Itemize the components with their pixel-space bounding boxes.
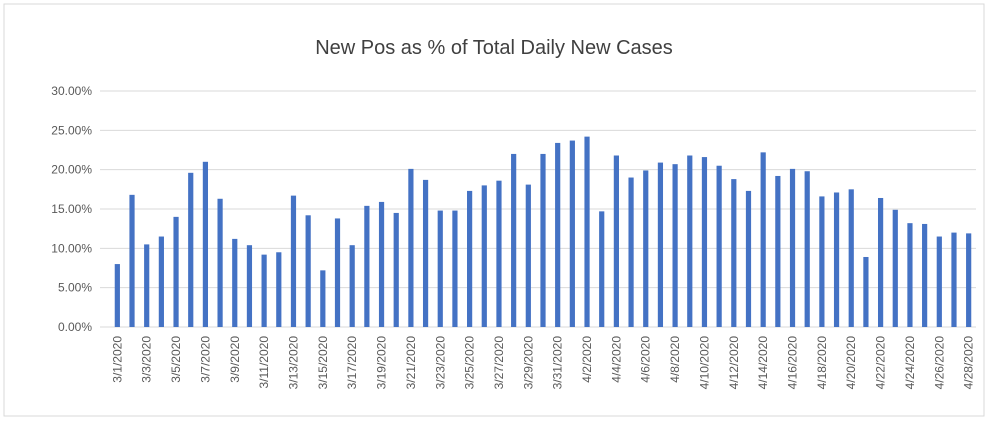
x-tick-label: 3/25/2020 (463, 336, 477, 390)
bar (701, 157, 708, 327)
bar (158, 236, 164, 327)
bar (951, 232, 957, 327)
x-tick-label: 4/10/2020 (697, 336, 711, 390)
bar (334, 218, 341, 327)
x-tick-label: 4/18/2020 (815, 336, 829, 390)
bar (599, 211, 605, 327)
bar (467, 190, 473, 327)
x-tick-label: 3/9/2020 (228, 336, 242, 383)
x-tick-label: 4/6/2020 (639, 336, 653, 383)
bar (525, 184, 531, 327)
x-tick-label: 3/19/2020 (375, 336, 389, 390)
x-tick-label: 4/22/2020 (874, 336, 888, 390)
x-tick-label: 4/16/2020 (786, 336, 800, 390)
bar (922, 223, 928, 327)
bar (173, 216, 179, 327)
x-tick-label: 4/26/2020 (932, 336, 946, 390)
y-tick-label: 15.00% (51, 202, 92, 216)
x-tick-label: 4/12/2020 (727, 336, 741, 390)
bar (232, 238, 238, 327)
x-tick-label: 3/7/2020 (198, 336, 212, 383)
bar (877, 197, 884, 327)
x-tick-label: 4/4/2020 (609, 336, 623, 383)
bar (716, 165, 722, 327)
bar (320, 270, 326, 327)
bar (114, 264, 120, 327)
bar (555, 142, 561, 327)
chart-title: New Pos as % of Total Daily New Cases (315, 37, 673, 59)
x-tick-label: 3/27/2020 (492, 336, 506, 390)
bar (217, 198, 223, 327)
x-tick-label: 3/23/2020 (433, 336, 447, 390)
bar (687, 155, 693, 327)
bar (731, 179, 737, 327)
bar (540, 153, 546, 327)
y-tick-label: 10.00% (51, 241, 92, 255)
bar (936, 236, 942, 327)
bar (261, 254, 267, 327)
bar (833, 192, 840, 327)
bar (246, 245, 253, 327)
bar (496, 180, 502, 327)
x-tick-label: 4/24/2020 (903, 336, 917, 390)
bar (422, 179, 429, 327)
bar (745, 190, 752, 327)
bar (789, 168, 796, 327)
x-tick-label: 3/11/2020 (257, 336, 271, 389)
bar (511, 153, 517, 327)
y-tick-label: 30.00% (51, 84, 92, 98)
bar (349, 245, 355, 327)
bar (804, 171, 810, 327)
bar (129, 194, 135, 327)
bar (584, 136, 590, 327)
bar (657, 162, 664, 327)
x-tick-label: 4/2/2020 (580, 336, 594, 383)
bar (966, 233, 972, 327)
bar (452, 210, 458, 327)
bar (393, 212, 399, 327)
bar (613, 155, 619, 327)
y-tick-label: 25.00% (51, 123, 92, 137)
x-tick-label: 3/17/2020 (345, 336, 359, 390)
bar (569, 140, 575, 327)
bar (819, 196, 825, 327)
bar (378, 201, 385, 327)
bar (408, 168, 414, 327)
bar (848, 189, 854, 327)
x-tick-label: 3/1/2020 (110, 336, 124, 383)
bar (863, 256, 869, 327)
x-tick-label: 4/8/2020 (668, 336, 682, 383)
y-tick-label: 20.00% (51, 163, 92, 177)
y-tick-label: 5.00% (58, 281, 92, 295)
bar (643, 170, 649, 327)
x-tick-label: 4/20/2020 (844, 336, 858, 390)
y-tick-label: 0.00% (58, 320, 92, 334)
x-tick-label: 3/13/2020 (286, 336, 300, 390)
bar (672, 164, 678, 327)
bar (760, 152, 766, 327)
bar (188, 172, 194, 327)
bar (775, 175, 781, 327)
x-tick-label: 3/15/2020 (316, 336, 330, 390)
x-tick-label: 3/3/2020 (140, 336, 154, 383)
bar (305, 215, 311, 327)
bar (144, 244, 150, 327)
bar (628, 177, 634, 327)
bar (364, 205, 370, 327)
x-tick-label: 4/14/2020 (756, 336, 770, 390)
x-tick-label: 3/29/2020 (521, 336, 535, 390)
bar (907, 223, 913, 327)
bar (290, 195, 297, 327)
bar (276, 252, 282, 327)
bar (202, 161, 209, 327)
x-tick-label: 4/28/2020 (962, 336, 976, 390)
x-tick-label: 3/21/2020 (404, 336, 418, 390)
x-tick-label: 3/31/2020 (551, 336, 565, 390)
bar (892, 209, 898, 327)
bar (481, 185, 487, 327)
bar (437, 210, 443, 327)
x-tick-label: 3/5/2020 (169, 336, 183, 383)
